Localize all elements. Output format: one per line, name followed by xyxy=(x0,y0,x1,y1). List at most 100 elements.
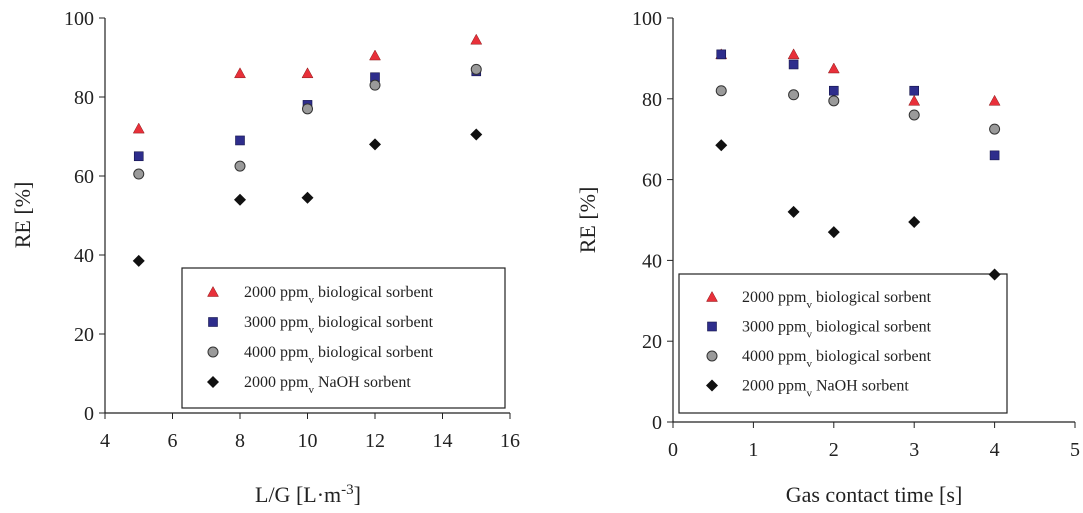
x-axis-title-end: ] xyxy=(354,482,361,507)
y-tick-label: 60 xyxy=(74,166,94,188)
x-tick-label: 12 xyxy=(365,430,385,452)
data-point-triangle xyxy=(301,67,314,79)
legend-label-rest: biological sorbent xyxy=(314,344,434,361)
x-axis-title: Gas contact time [s] xyxy=(786,482,963,507)
chart-panel-2: 0 1 2 3 4 5 0 20 40 60 80 100 Gas contact time [s] RE… xyxy=(575,8,1080,507)
data-point-square xyxy=(828,85,839,96)
data-point-square xyxy=(909,85,920,96)
y-tick-label: 100 xyxy=(64,8,94,30)
data-point-diamond xyxy=(787,205,800,218)
legend-box xyxy=(678,273,1008,414)
x-tick-label: 4 xyxy=(100,430,110,452)
legend: 2000 ppmv biological sorbent 3000 ppmv bi… xyxy=(181,267,506,409)
y-tick-label: 60 xyxy=(642,170,662,192)
chart-panel-1: 4 6 8 10 12 14 16 0 20 40 60 80 100 L/G [L·m-3] RE [%]… xyxy=(10,8,520,507)
y-axis-title: RE [%] xyxy=(10,182,35,249)
data-point-diamond xyxy=(234,193,246,206)
legend: 2000 ppmv biological sorbent 3000 ppmv bi… xyxy=(678,273,1008,414)
y-tick-label: 100 xyxy=(632,8,662,30)
data-point-diamond xyxy=(369,138,381,151)
series-diamond xyxy=(132,128,483,267)
data-point-circle xyxy=(715,85,727,97)
legend-label: 4000 ppmv biological sorbent xyxy=(244,344,434,366)
y-tick-label: 0 xyxy=(84,403,94,425)
series-triangle xyxy=(715,48,1001,106)
data-point-diamond xyxy=(988,268,1001,281)
y-tick-label: 80 xyxy=(642,89,662,111)
legend-label-subscript: v xyxy=(806,388,812,400)
legend-marker-diamond xyxy=(207,376,219,388)
legend-label-rest: biological sorbent xyxy=(812,319,932,336)
x-tick-label: 3 xyxy=(909,439,919,461)
legend-label-rest: biological sorbent xyxy=(812,289,932,306)
data-point-triangle xyxy=(908,94,921,106)
data-point-circle xyxy=(788,89,800,101)
x-tick-label: 1 xyxy=(748,439,758,461)
data-point-square xyxy=(788,59,799,70)
legend-marker-square xyxy=(707,321,717,332)
legend-label-subscript: v xyxy=(806,329,812,341)
x-tick-label: 0 xyxy=(668,439,678,461)
legend-marker-triangle xyxy=(207,285,219,297)
x-tick-label: 4 xyxy=(990,439,1000,461)
y-tick-label: 0 xyxy=(652,412,662,434)
legend-label: 3000 ppmv biological sorbent xyxy=(742,319,932,341)
legend-label-subscript: v xyxy=(806,358,812,370)
data-point-diamond xyxy=(908,216,921,229)
legend-label-subscript: v xyxy=(806,299,812,311)
legend-label-subscript: v xyxy=(308,384,314,396)
y-tick-label: 40 xyxy=(642,250,662,272)
legend-marker-circle xyxy=(706,350,718,362)
legend-marker-triangle xyxy=(706,290,718,302)
data-point-circle xyxy=(302,103,313,115)
data-point-diamond xyxy=(470,128,483,141)
x-tick-label: 14 xyxy=(433,430,453,452)
legend-label-rest: biological sorbent xyxy=(812,348,932,365)
y-tick-label: 20 xyxy=(74,324,94,346)
legend-marker-circle xyxy=(207,346,219,358)
legend-marker-diamond xyxy=(706,379,718,392)
data-point-circle xyxy=(828,95,840,107)
series-diamond xyxy=(715,139,1001,281)
data-point-square xyxy=(133,151,144,162)
legend-label: 2000 ppmv biological sorbent xyxy=(742,289,932,311)
x-tick-label: 16 xyxy=(500,430,520,452)
data-point-circle xyxy=(908,109,920,121)
data-point-circle xyxy=(234,160,246,172)
data-point-triangle xyxy=(470,33,483,45)
legend-label-rest: NaOH sorbent xyxy=(812,378,909,395)
data-point-circle xyxy=(470,63,482,75)
data-point-triangle xyxy=(787,48,800,60)
data-point-triangle xyxy=(827,62,840,74)
legend-label-subscript: v xyxy=(308,324,314,336)
series-square xyxy=(716,49,1000,161)
data-point-diamond xyxy=(827,226,840,239)
x-tick-label: 10 xyxy=(298,430,318,452)
legend-marker-square xyxy=(208,317,218,327)
series-circle xyxy=(133,63,482,180)
data-point-circle xyxy=(369,79,381,91)
legend-label-subscript: v xyxy=(308,294,314,306)
data-point-square xyxy=(716,49,727,60)
y-tick-label: 40 xyxy=(74,245,94,267)
legend-label-rest: NaOH sorbent xyxy=(314,374,411,391)
series-triangle xyxy=(132,33,483,134)
x-tick-label: 6 xyxy=(168,430,178,452)
legend-label-rest: biological sorbent xyxy=(314,284,434,301)
data-point-diamond xyxy=(132,254,145,267)
data-point-circle xyxy=(989,123,1001,135)
y-tick-label: 20 xyxy=(642,331,662,353)
legend-label: 2000 ppmv NaOH sorbent xyxy=(742,378,909,400)
x-tick-label: 2 xyxy=(829,439,839,461)
data-point-square xyxy=(989,150,1000,161)
data-point-triangle xyxy=(369,49,381,61)
data-point-triangle xyxy=(234,67,246,79)
y-axis-title: RE [%] xyxy=(575,187,600,254)
data-point-circle xyxy=(133,168,145,180)
x-tick-label: 5 xyxy=(1070,439,1080,461)
legend-label: 2000 ppmv biological sorbent xyxy=(244,284,434,306)
legend-label-rest: biological sorbent xyxy=(314,314,434,331)
legend-label: 4000 ppmv biological sorbent xyxy=(742,348,932,370)
legend-box xyxy=(181,267,506,409)
data-point-diamond xyxy=(301,191,314,204)
